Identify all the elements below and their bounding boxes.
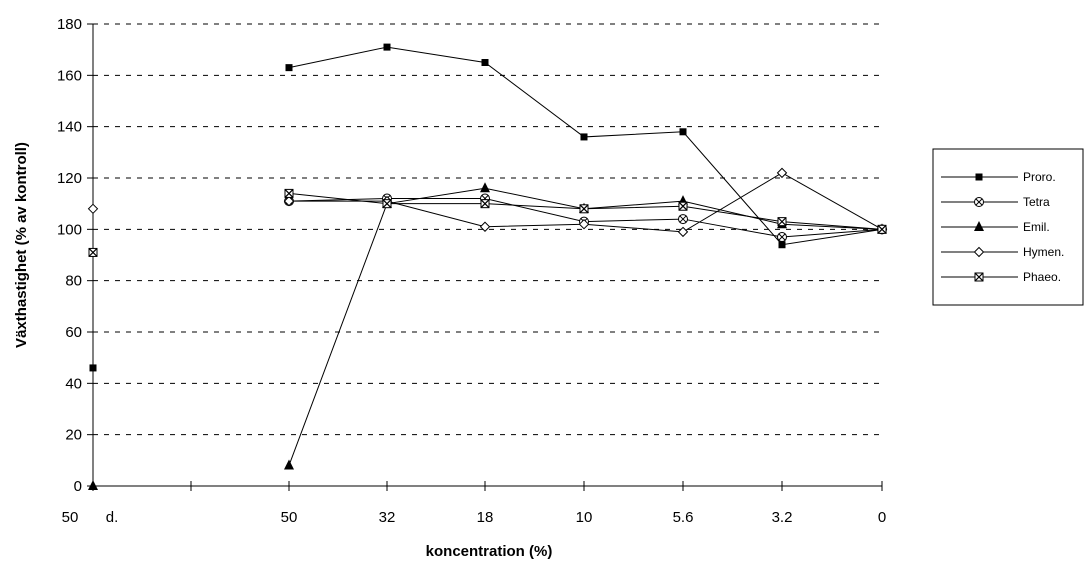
legend-label: Hymen. xyxy=(1023,245,1064,259)
data-point xyxy=(579,204,589,214)
legend: Proro. Tetra Emil. Hymen. Phaeo. xyxy=(932,148,1084,306)
data-point xyxy=(285,64,293,72)
legend-item: Phaeo. xyxy=(941,270,1061,284)
data-point xyxy=(778,241,786,249)
x-axis: 50 d. 50 32 18 10 5.6 3.2 0 xyxy=(62,481,886,526)
data-point xyxy=(283,195,295,207)
x-tick-label: 50 xyxy=(281,509,298,526)
data-point xyxy=(480,182,490,193)
x-tick-label: 32 xyxy=(379,509,396,526)
series-line xyxy=(288,46,883,246)
y-tick-label: 140 xyxy=(57,119,82,136)
x-tick-label: 5.6 xyxy=(673,509,694,526)
data-point xyxy=(479,221,491,232)
legend-marker xyxy=(974,197,984,207)
legend-marker xyxy=(974,272,984,282)
x-tick-label: 0 xyxy=(878,509,886,526)
x-axis-title: koncentration (%) xyxy=(426,543,553,560)
data-point xyxy=(383,43,391,51)
data-point xyxy=(89,364,97,372)
legend-label: Phaeo. xyxy=(1023,270,1061,284)
legend-label: Tetra xyxy=(1023,195,1050,209)
data-point xyxy=(678,201,688,211)
data-point xyxy=(776,167,788,179)
legend-label: Emil. xyxy=(1023,220,1050,234)
y-tick-label: 120 xyxy=(57,170,82,187)
legend-marker xyxy=(974,221,984,231)
legend-item: Proro. xyxy=(941,170,1056,184)
data-point xyxy=(480,199,490,209)
x-tick-label: 10 xyxy=(576,509,593,526)
x-tick-label: 50 xyxy=(62,509,79,526)
data-point xyxy=(87,203,99,215)
legend-item: Hymen. xyxy=(941,245,1064,259)
legend-label: Proro. xyxy=(1023,170,1056,184)
data-point xyxy=(677,226,689,238)
legend-item: Tetra xyxy=(941,195,1050,209)
legend-marker xyxy=(973,246,985,258)
data-point xyxy=(284,188,294,198)
y-tick-label: 180 xyxy=(57,16,82,33)
data-point xyxy=(382,199,392,209)
y-tick-label: 40 xyxy=(65,375,82,392)
y-tick-label: 80 xyxy=(65,273,82,290)
data-point xyxy=(88,247,98,257)
x-tick-label: d. xyxy=(106,509,119,526)
y-axis: 0 20 40 60 80 100 120 140 160 180 xyxy=(57,16,94,495)
data-point xyxy=(578,218,590,230)
y-tick-label: 100 xyxy=(57,221,82,238)
data-point xyxy=(777,232,787,243)
legend-marker xyxy=(975,173,983,181)
y-tick-label: 160 xyxy=(57,67,82,84)
data-point xyxy=(678,214,688,225)
series-phaeo xyxy=(88,188,887,257)
x-tick-label: 18 xyxy=(477,509,494,526)
data-point xyxy=(481,59,489,66)
series-lines xyxy=(87,43,888,490)
data-point xyxy=(679,128,687,136)
y-tick-label: 20 xyxy=(65,427,82,444)
x-tick-label: 3.2 xyxy=(772,509,793,526)
legend-item: Emil. xyxy=(941,220,1050,234)
data-point xyxy=(777,217,787,227)
data-point xyxy=(877,224,887,234)
y-tick-label: 60 xyxy=(65,324,82,341)
data-point xyxy=(88,480,98,490)
data-point xyxy=(284,459,294,470)
data-point xyxy=(580,133,588,141)
series-line xyxy=(288,187,883,466)
y-tick-label: 0 xyxy=(74,478,82,495)
y-axis-title: Växthastighet (% av kontroll) xyxy=(13,142,30,348)
